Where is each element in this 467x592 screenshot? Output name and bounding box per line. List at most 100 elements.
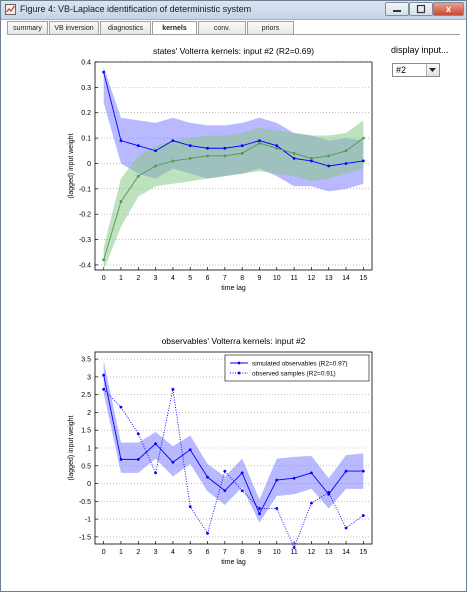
- y-tick-label: 0: [87, 161, 91, 168]
- data-point: [258, 139, 261, 143]
- data-point: [136, 457, 140, 461]
- data-point: [344, 162, 348, 165]
- data-point: [206, 154, 209, 158]
- x-tick-label: 1: [119, 549, 123, 556]
- y-axis-label: (lagged) input weight: [68, 133, 75, 198]
- data-point: [344, 149, 348, 153]
- data-point: [136, 144, 140, 148]
- y-axis-label: (lagged) input weight: [68, 415, 75, 480]
- dropdown-arrow[interactable]: [426, 64, 439, 76]
- y-tick-label: 0: [87, 481, 91, 488]
- legend-marker: [237, 361, 241, 365]
- y-tick-label: 2.5: [81, 392, 91, 399]
- tab-label: summary: [13, 25, 42, 32]
- y-tick-label: 0.4: [81, 60, 91, 67]
- y-tick-label: -1.5: [79, 534, 91, 541]
- x-tick-label: 3: [154, 549, 158, 556]
- data-point: [310, 501, 313, 505]
- x-axis-label: time lag: [221, 559, 246, 566]
- data-point: [188, 156, 192, 160]
- tab-priors[interactable]: priors: [247, 21, 294, 34]
- data-point: [344, 526, 348, 530]
- data-point: [188, 144, 192, 148]
- legend-label: observed samples (R2=0.91): [252, 371, 336, 378]
- data-point: [344, 469, 348, 473]
- tab-label: kernels: [162, 25, 187, 32]
- data-point: [240, 489, 244, 493]
- x-tick-label: 9: [258, 275, 262, 282]
- data-point: [206, 146, 209, 150]
- y-tick-label: 0.3: [81, 85, 91, 92]
- x-tick-label: 10: [273, 549, 281, 556]
- data-point: [275, 507, 279, 510]
- legend-marker: [237, 371, 241, 375]
- close-icon: x: [445, 4, 451, 14]
- data-point: [258, 507, 261, 510]
- observables-kernel-chart: -1.5-1-0.500.511.522.533.50 1 2 3 4 5 6 7 8 9 10 11…: [68, 336, 373, 566]
- data-point: [240, 471, 244, 475]
- data-point: [361, 469, 365, 473]
- data-point: [223, 154, 227, 158]
- data-point: [171, 387, 175, 391]
- data-point: [327, 164, 331, 168]
- x-tick-label: 11: [290, 549, 297, 556]
- maximize-button[interactable]: [409, 2, 433, 16]
- tab-label: priors: [261, 25, 280, 32]
- tab-conv[interactable]: conv.: [198, 21, 246, 34]
- data-point: [292, 476, 296, 480]
- x-tick-label: 4: [171, 275, 175, 282]
- y-tick-label: -1: [85, 517, 91, 524]
- data-point: [119, 405, 123, 409]
- maximize-icon: [416, 4, 426, 14]
- tab-diagnostics[interactable]: diagnostics: [100, 21, 151, 34]
- x-tick-label: 11: [290, 275, 297, 282]
- tab-label: conv.: [213, 25, 231, 32]
- y-tick-label: 1.5: [81, 428, 91, 435]
- data-point: [102, 258, 106, 262]
- y-tick-label: 0.2: [81, 110, 91, 117]
- figure-client-area: summary VB inversion diagnostics kernels…: [1, 20, 466, 591]
- x-tick-label: 14: [342, 549, 350, 556]
- data-point: [310, 471, 313, 475]
- y-tick-label: -0.2: [79, 212, 91, 219]
- series-line: [103, 137, 364, 260]
- tab-summary[interactable]: summary: [7, 21, 48, 34]
- data-point: [327, 491, 331, 494]
- data-point: [240, 144, 244, 148]
- x-tick-label: 13: [325, 275, 333, 282]
- y-tick-label: -0.3: [79, 237, 91, 244]
- display-input-select[interactable]: #2: [392, 63, 440, 77]
- data-point: [188, 448, 192, 452]
- y-tick-label: -0.4: [79, 262, 91, 269]
- y-tick-label: 0.5: [81, 463, 91, 470]
- chevron-down-icon: [429, 68, 436, 72]
- tab-label: diagnostics: [107, 25, 144, 32]
- close-button[interactable]: x: [433, 2, 464, 16]
- figure-icon: [5, 4, 16, 15]
- x-tick-label: 12: [308, 275, 316, 282]
- data-point: [102, 373, 106, 377]
- x-tick-label: 4: [171, 549, 175, 556]
- tab-kernels[interactable]: kernels: [152, 21, 197, 35]
- series-line: [103, 389, 364, 549]
- data-point: [171, 139, 175, 143]
- credible-interval-band: [103, 120, 364, 270]
- x-tick-label: 12: [308, 549, 316, 556]
- title-bar[interactable]: Figure 4: VB-Laplace identification of d…: [1, 1, 466, 20]
- data-point: [154, 471, 157, 475]
- data-point: [327, 154, 331, 158]
- tab-vb-inversion[interactable]: VB inversion: [49, 21, 99, 34]
- x-axis-label: time lag: [221, 285, 246, 292]
- y-tick-label: 3.5: [81, 357, 91, 364]
- minimize-button[interactable]: [385, 2, 409, 16]
- data-point: [292, 151, 296, 155]
- x-tick-label: 2: [136, 275, 140, 282]
- data-point: [119, 139, 123, 143]
- x-tick-label: 7: [223, 549, 227, 556]
- data-point: [223, 469, 227, 473]
- y-tick-label: -0.1: [79, 186, 91, 193]
- data-point: [292, 546, 296, 549]
- legend-label: simulated observables (R2=0.97): [252, 361, 348, 368]
- data-point: [154, 149, 157, 153]
- data-point: [102, 387, 106, 391]
